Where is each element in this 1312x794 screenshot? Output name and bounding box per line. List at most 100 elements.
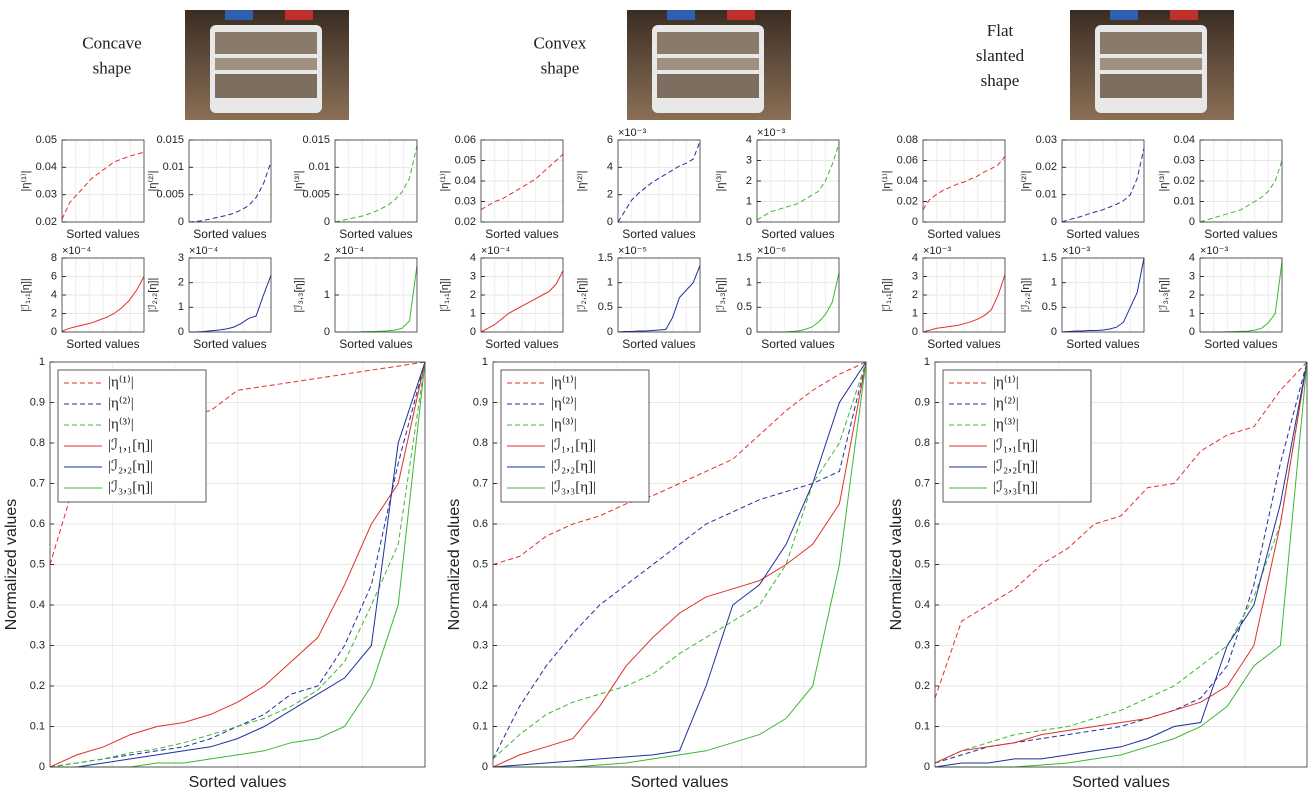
axes-frame xyxy=(480,139,564,223)
y-tick-label: 0.9 xyxy=(915,396,930,408)
y-tick-label: 0.3 xyxy=(915,639,930,651)
y-tick-label: 4 xyxy=(607,161,613,173)
legend-label: |η⁽¹⁾| xyxy=(108,374,134,390)
legend-label: |η⁽¹⁾| xyxy=(993,374,1019,390)
axes-frame xyxy=(188,139,272,223)
y-tick-label: 0.7 xyxy=(473,477,488,489)
data-line xyxy=(1061,148,1145,223)
y-tick-label: 3 xyxy=(746,154,752,166)
y-tick-label: 1.5 xyxy=(737,252,752,264)
photo-cap xyxy=(727,10,755,20)
y-tick-label: 2 xyxy=(1189,289,1195,301)
x-axis-label: Sorted values xyxy=(927,337,1000,351)
data-line xyxy=(50,361,426,768)
data-line xyxy=(492,361,867,768)
y-tick-label: 4 xyxy=(1189,252,1195,264)
y-axis-label: |η⁽²⁾| xyxy=(147,171,159,192)
y-tick-label: 0.1 xyxy=(30,720,45,732)
axes-frame xyxy=(1199,139,1283,223)
legend-label: |η⁽²⁾| xyxy=(551,395,577,411)
y-tick-label: 1 xyxy=(1189,307,1195,319)
y-axis-label: |η⁽³⁾| xyxy=(715,171,727,192)
axes-frame xyxy=(934,361,1308,768)
y-tick-label: 0.02 xyxy=(1174,175,1195,187)
y-tick-label: 0.01 xyxy=(309,161,330,173)
y-tick-label: 0.08 xyxy=(897,134,918,146)
y-tick-label: 0 xyxy=(324,326,330,338)
x-axis-label: Sorted values xyxy=(761,337,834,351)
y-tick-label: 2 xyxy=(470,289,476,301)
y-tick-label: 0 xyxy=(746,216,752,228)
y-tick-label: 0.4 xyxy=(30,599,45,611)
y-tick-label: 0.7 xyxy=(915,477,930,489)
legend-label: |ℐ₃,₃[η]| xyxy=(993,479,1038,495)
y-axis-label: |ℐ₃,₃[η]| xyxy=(293,277,305,312)
x-axis-label: Sorted values xyxy=(485,337,558,351)
y-tick-label: 0.5 xyxy=(598,301,613,313)
photo-strip xyxy=(1100,32,1202,54)
legend-label: |η⁽²⁾| xyxy=(108,395,134,411)
panel-label: shape xyxy=(93,58,132,77)
y-tick-label: 0 xyxy=(178,326,184,338)
y-tick-label: 0.4 xyxy=(915,599,930,611)
y-exponent: ×10⁻³ xyxy=(923,245,951,257)
legend-label: |ℐ₂,₂[η]| xyxy=(993,458,1038,474)
y-exponent: ×10⁻³ xyxy=(618,127,646,139)
legend-label: |ℐ₂,₂[η]| xyxy=(551,458,596,474)
y-exponent: ×10⁻³ xyxy=(757,127,785,139)
y-tick-label: 0 xyxy=(1051,326,1057,338)
y-tick-label: 1 xyxy=(746,195,752,207)
y-tick-label: 1 xyxy=(1051,277,1057,289)
axes-frame xyxy=(334,257,418,333)
y-tick-label: 1 xyxy=(482,356,488,368)
data-line xyxy=(934,361,1308,699)
x-axis-label: Sorted values xyxy=(485,227,558,241)
y-tick-label: 0.3 xyxy=(30,639,45,651)
y-exponent: ×10⁻⁶ xyxy=(757,245,786,257)
y-tick-label: 0 xyxy=(1189,326,1195,338)
x-axis-label: Sorted values xyxy=(1204,337,1277,351)
legend-label: |η⁽¹⁾| xyxy=(551,374,577,390)
y-tick-label: 0.015 xyxy=(156,134,184,146)
y-axis-label: Normalized values xyxy=(446,499,463,631)
y-axis-label: |ℐ₃,₃[η]| xyxy=(715,277,727,312)
y-tick-label: 2 xyxy=(746,175,752,187)
data-line xyxy=(189,275,272,333)
legend-box xyxy=(500,369,650,503)
axes-frame xyxy=(756,257,840,333)
data-line xyxy=(756,143,840,221)
data-line xyxy=(188,161,272,223)
photo-cap xyxy=(285,10,313,20)
y-tick-label: 4 xyxy=(746,134,752,146)
legend-label: |ℐ₁,₁[η]| xyxy=(551,437,596,453)
y-exponent: ×10⁻³ xyxy=(1062,245,1090,257)
axes-frame xyxy=(49,361,426,768)
legend-label: |η⁽³⁾| xyxy=(108,416,134,432)
data-line xyxy=(492,361,867,565)
x-axis-label: Sorted values xyxy=(631,774,729,791)
x-axis-label: Sorted values xyxy=(622,227,695,241)
y-tick-label: 0 xyxy=(178,216,184,228)
y-tick-label: 1 xyxy=(324,289,330,301)
y-tick-label: 1 xyxy=(470,307,476,319)
axes-frame xyxy=(617,139,701,223)
photo-strip xyxy=(1100,58,1202,70)
y-tick-label: 0.04 xyxy=(1174,134,1195,146)
data-line xyxy=(480,270,564,333)
legend-label: |ℐ₃,₃[η]| xyxy=(108,479,153,495)
y-tick-label: 0.2 xyxy=(473,680,488,692)
data-line xyxy=(934,361,1308,764)
y-axis-label: |η⁽¹⁾| xyxy=(439,171,451,192)
data-line xyxy=(1061,257,1145,333)
y-axis-label: |η⁽³⁾| xyxy=(1158,171,1170,192)
y-axis-label: |η⁽¹⁾| xyxy=(881,171,893,192)
x-axis-label: Sorted values xyxy=(1204,227,1277,241)
y-tick-label: 0.04 xyxy=(36,161,57,173)
y-tick-label: 6 xyxy=(51,270,57,282)
y-tick-label: 0.02 xyxy=(1036,161,1057,173)
y-tick-label: 0 xyxy=(482,761,488,773)
y-tick-label: 0.1 xyxy=(473,720,488,732)
y-axis-label: |ℐ₁,₁[η]| xyxy=(881,278,893,312)
x-axis-label: Sorted values xyxy=(1072,774,1170,791)
